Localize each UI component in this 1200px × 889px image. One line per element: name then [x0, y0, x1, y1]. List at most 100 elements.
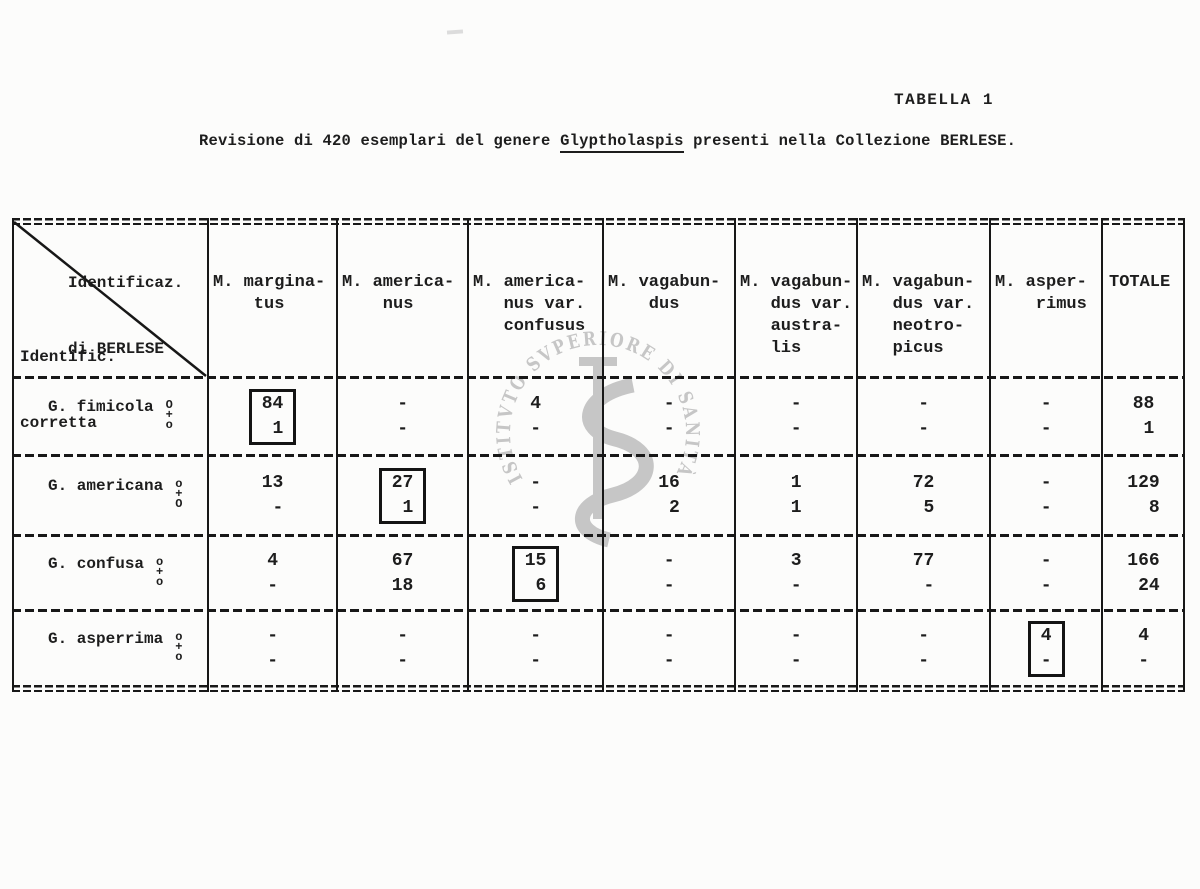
- corner-label-line: di BERLESE: [68, 340, 165, 358]
- cell-americana-totale: 129 8: [1102, 456, 1185, 536]
- total-value: 88 1: [1132, 394, 1155, 439]
- cell-fimicola-totale: 88 1: [1102, 378, 1185, 456]
- value: --: [530, 625, 541, 671]
- header-line: confusus: [473, 317, 586, 336]
- species-name: G. asperrima: [48, 629, 164, 648]
- caption: Revisione di 420 esemplari del genere Gl…: [199, 132, 1017, 153]
- cell-fimicola-neotropicus: --: [857, 378, 990, 456]
- header-line: dus: [608, 295, 680, 314]
- header-line: M. asper-: [995, 273, 1087, 292]
- sex-symbols: o + o: [175, 629, 183, 664]
- corner-label-corretta: Identific. corretta: [20, 302, 116, 478]
- sex-symbols: o + o: [156, 554, 164, 588]
- header-line: rimus: [995, 295, 1087, 314]
- row-label-asperrima: G. asperrima o + o: [12, 611, 208, 686]
- cell-confusa-americanus: 67 18: [337, 536, 468, 611]
- table-border-bottom: [12, 685, 1185, 692]
- cell-fimicola-asperrimus: --: [990, 378, 1102, 456]
- corner-label-berlese: Identificaz. di BERLESE: [68, 228, 183, 404]
- value: --: [663, 394, 675, 439]
- header-line: TOTALE: [1109, 273, 1171, 292]
- sex-symbols: o + O: [175, 477, 183, 511]
- sex-mark: +: [175, 639, 183, 654]
- sex-mark: o: [175, 629, 183, 644]
- cell-fimicola-australis: --: [735, 378, 857, 456]
- header-line: M. vagabun-: [608, 273, 721, 292]
- species-name: G. confusa: [48, 554, 145, 573]
- cell-confusa-neotropicus: 77-: [857, 536, 990, 611]
- sex-mark: o: [175, 649, 183, 664]
- col-header-americanus: M. america- nus: [337, 218, 468, 378]
- value: --: [397, 625, 408, 671]
- column-divider: [336, 218, 338, 692]
- species-name: G. fimicola: [48, 398, 154, 416]
- row-divider: [12, 376, 1185, 379]
- boxed-value: 4-: [1027, 620, 1065, 677]
- column-divider: [467, 218, 469, 692]
- sex-symbols: O + o: [165, 399, 173, 431]
- value: --: [397, 394, 408, 439]
- cell-asperrima-americanus: --: [337, 611, 468, 686]
- cell-americana-neotropicus: 72 5: [857, 456, 990, 536]
- cell-confusa-vagabundus: --: [603, 536, 735, 611]
- column-divider: [734, 218, 736, 692]
- table-border-left: [12, 218, 14, 692]
- boxed-value: 84 1: [248, 389, 297, 445]
- cell-americana-marginatus: 13-: [208, 456, 337, 536]
- value: 67 18: [391, 550, 414, 596]
- cell-confusa-marginatus: 4-: [208, 536, 337, 611]
- cell-fimicola-confusus: 4-: [468, 378, 603, 456]
- boxed-value: 27 1: [378, 468, 427, 524]
- sex-mark: o: [156, 554, 164, 569]
- value: --: [1040, 394, 1052, 439]
- serpent-staff-icon: [575, 357, 654, 548]
- column-divider: [856, 218, 858, 692]
- sex-mark: +: [165, 408, 173, 422]
- cell-confusa-confusus: 15 6: [468, 536, 603, 611]
- sex-mark: o: [175, 477, 183, 491]
- row-divider: [12, 454, 1185, 457]
- scan-artifact: [446, 29, 464, 35]
- header-line: tus: [213, 295, 285, 314]
- cell-asperrima-totale: 4-: [1102, 611, 1185, 686]
- caption-suffix: presenti nella Collezione BERLESE.: [683, 132, 1017, 150]
- header-line: nus: [342, 295, 414, 314]
- cell-asperrima-marginatus: --: [208, 611, 337, 686]
- value: 77-: [912, 550, 935, 596]
- sex-mark: O: [175, 497, 183, 511]
- cell-americana-americanus: 27 1: [337, 456, 468, 536]
- corner-label-line: Identific.: [20, 348, 117, 366]
- cell-americana-asperrimus: --: [990, 456, 1102, 536]
- corner-label-line: Identificaz.: [68, 274, 184, 292]
- header-line: lis: [740, 339, 802, 358]
- value: --: [530, 473, 541, 518]
- caption-genus-underlined: Glyptholaspis: [560, 132, 684, 153]
- header-line: M. margina-: [213, 273, 326, 292]
- col-header-asperrimus: M. asper- rimus: [990, 218, 1102, 378]
- header-line: nus var.: [473, 295, 586, 314]
- column-divider: [989, 218, 991, 692]
- table-border-top: [12, 218, 1185, 225]
- table-label: TABELLA 1: [894, 91, 994, 109]
- value: --: [918, 394, 929, 439]
- cell-asperrima-neotropicus: --: [857, 611, 990, 686]
- cell-fimicola-marginatus: 84 1: [208, 378, 337, 456]
- row-divider: [12, 534, 1185, 537]
- column-divider: [207, 218, 209, 692]
- col-header-vagabundus-var-australis: M. vagabun- dus var. austra- lis: [735, 218, 857, 378]
- revision-table: Identificaz. di BERLESE Identific. corre…: [12, 218, 1185, 692]
- row-label-fimicola: G. fimicola O + o: [12, 378, 208, 456]
- row-divider: [12, 609, 1185, 612]
- value: 16 2: [658, 473, 680, 518]
- species-wrap: G. asperrima o + o: [48, 629, 183, 664]
- species-wrap: G. fimicola O + o: [48, 397, 173, 431]
- species-name: G. americana: [48, 477, 164, 495]
- total-value: 129 8: [1127, 473, 1160, 518]
- cell-fimicola-vagabundus: --: [603, 378, 735, 456]
- species-wrap: G. americana o + O: [48, 476, 183, 511]
- column-divider: [602, 218, 604, 692]
- value: 3-: [790, 550, 802, 596]
- corner-label-line: corretta: [20, 414, 97, 432]
- header-line: austra-: [740, 317, 843, 336]
- header-line: M. vagabun-: [740, 273, 853, 292]
